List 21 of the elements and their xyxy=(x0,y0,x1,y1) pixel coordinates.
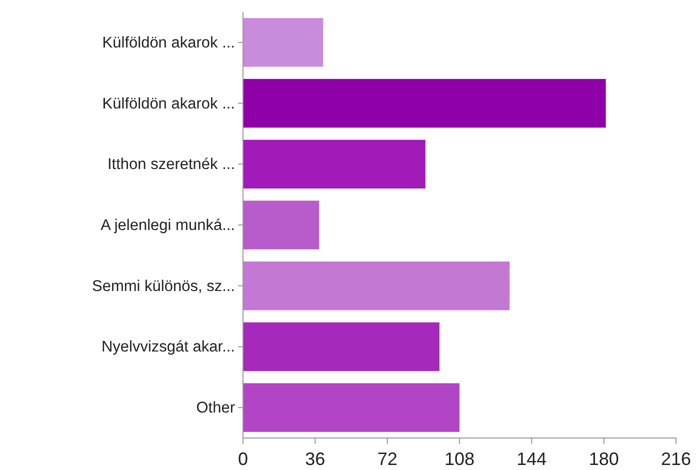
y-tick-label: Semmi különös, sz... xyxy=(92,278,235,295)
x-tick-label: 180 xyxy=(588,449,619,469)
y-tick-label: Nyelvvizsgát akar... xyxy=(101,338,235,356)
y-tick-label: Külföldön akarok ... xyxy=(102,34,235,52)
x-tick-label: 144 xyxy=(516,449,547,469)
bar xyxy=(243,78,606,128)
y-tick-label: Other xyxy=(196,400,235,417)
x-tick-label: 72 xyxy=(377,449,398,469)
bar xyxy=(243,262,510,310)
bar xyxy=(243,322,440,372)
bar xyxy=(243,200,320,250)
x-tick-label: 216 xyxy=(660,449,692,469)
y-tick-label: Külföldön akarok ... xyxy=(102,95,235,112)
x-tick-label: 36 xyxy=(305,449,326,469)
y-tick-label: A jelenlegi munká... xyxy=(100,216,235,234)
bar xyxy=(243,140,426,188)
y-tick-label: Itthon szeretnék ... xyxy=(107,156,235,174)
x-tick-label: 108 xyxy=(444,449,475,469)
x-tick-label: 0 xyxy=(238,449,248,469)
bar xyxy=(243,18,324,67)
bar xyxy=(243,383,460,432)
